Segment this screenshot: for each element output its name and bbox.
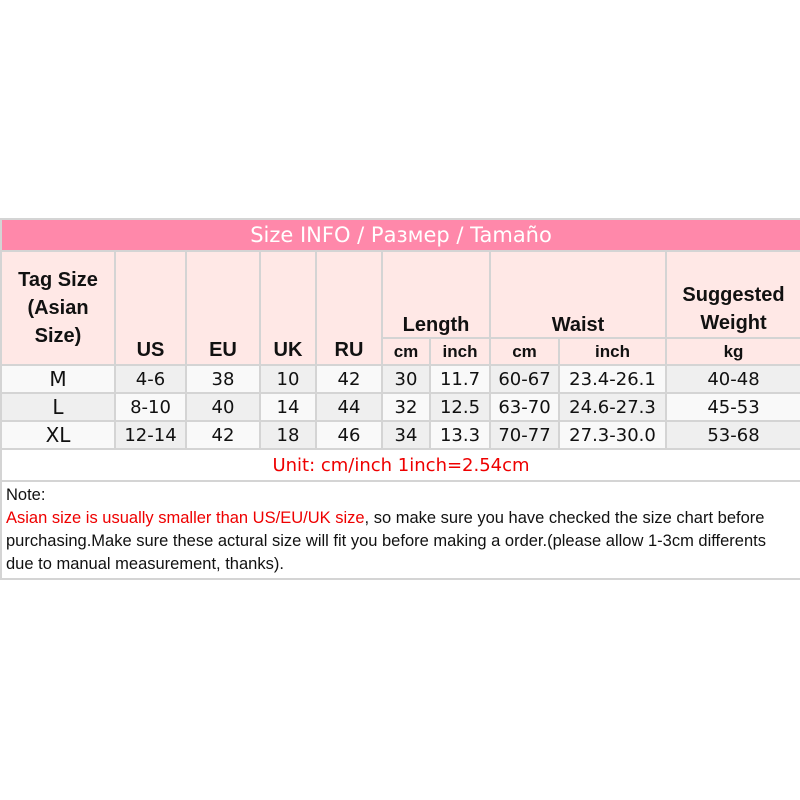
table-cell: 40-48 (664, 364, 800, 394)
table-row: L 8-10 40 14 44 32 12.5 63-70 24.6-27.3 45-53 (0, 392, 800, 422)
table-cell: 60-67 (489, 364, 560, 394)
table-cell: XL (0, 420, 116, 450)
table-cell: 12-14 (114, 420, 187, 450)
table-cell: 44 (315, 392, 383, 422)
table-cell: 27.3-30.0 (558, 420, 667, 450)
sub-waist-cm: cm (489, 337, 560, 366)
sub-weight-kg: kg (664, 337, 800, 366)
table-cell: 13.3 (429, 420, 491, 450)
table-cell: 53-68 (664, 420, 800, 450)
size-table: Size INFO / Размер / Tamaño Tag Size (As… (0, 218, 800, 580)
table-cell: 4-6 (114, 364, 187, 394)
table-cell: 70-77 (489, 420, 560, 450)
table-cell: 46 (315, 420, 383, 450)
header-ru: RU (315, 250, 383, 366)
table-cell: 45-53 (664, 392, 800, 422)
table-cell: 11.7 (429, 364, 491, 394)
sub-length-cm: cm (381, 337, 431, 366)
chart-title: Size INFO / Размер / Tamaño (0, 218, 800, 252)
table-cell: 8-10 (114, 392, 187, 422)
note: Note: Asian size is usually smaller than … (0, 480, 800, 580)
table-cell: 38 (185, 364, 261, 394)
note-text: , so make sure you have checked the size… (6, 509, 766, 573)
table-cell: 32 (381, 392, 431, 422)
header-weight: Suggested Weight (664, 250, 800, 339)
header-us: US (114, 250, 187, 366)
header-uk: UK (259, 250, 317, 366)
table-cell: L (0, 392, 116, 422)
table-row: M 4-6 38 10 42 30 11.7 60-67 23.4-26.1 40-48 (0, 364, 800, 394)
header-tag-size: Tag Size (Asian Size) (0, 250, 116, 366)
note-highlight: Asian size is usually smaller than US/EU… (6, 509, 365, 527)
sub-length-inch: inch (429, 337, 491, 366)
header-eu: EU (185, 250, 261, 366)
table-cell: 42 (315, 364, 383, 394)
table-cell: 42 (185, 420, 261, 450)
table-cell: 23.4-26.1 (558, 364, 667, 394)
table-cell: 12.5 (429, 392, 491, 422)
header-waist: Waist (489, 250, 667, 339)
header-length: Length (381, 250, 491, 339)
table-cell: 63-70 (489, 392, 560, 422)
table-cell: 30 (381, 364, 431, 394)
table-cell: M (0, 364, 116, 394)
table-cell: 34 (381, 420, 431, 450)
table-cell: 14 (259, 392, 317, 422)
sub-waist-inch: inch (558, 337, 667, 366)
table-cell: 40 (185, 392, 261, 422)
table-row: XL 12-14 42 18 46 34 13.3 70-77 27.3-30.0 53-68 (0, 420, 800, 450)
unit-note: Unit: cm/inch 1inch=2.54cm (0, 448, 800, 482)
note-label: Note: (6, 486, 46, 504)
table-cell: 24.6-27.3 (558, 392, 667, 422)
table-cell: 18 (259, 420, 317, 450)
table-cell: 10 (259, 364, 317, 394)
size-chart: Size INFO / Размер / Tamaño Tag Size (As… (0, 218, 800, 580)
